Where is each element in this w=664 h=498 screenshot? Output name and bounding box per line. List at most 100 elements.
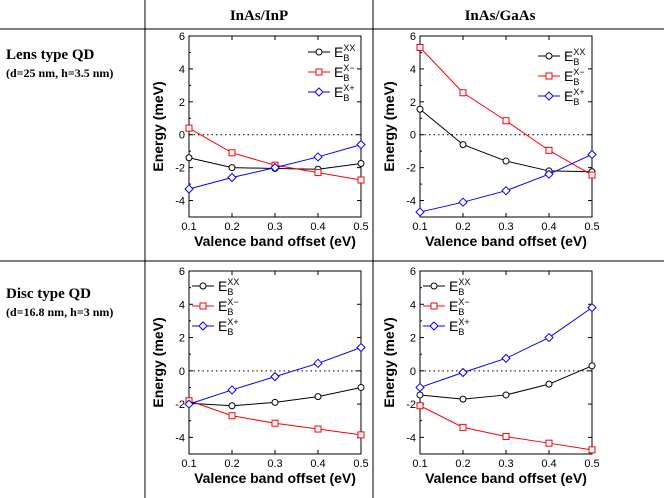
row-subtitle-disc: (d=16.8 nm, h=3 nm): [6, 305, 113, 319]
x-tick-label: 0.2: [224, 221, 239, 233]
series-line-xp: [419, 307, 593, 388]
data-point-xx: [416, 391, 424, 399]
x-tick-label: 0.4: [541, 458, 556, 470]
legend-marker-xp: [314, 87, 324, 97]
data-point-xm: [357, 431, 365, 439]
x-tick-label: 0.2: [224, 458, 239, 470]
y-tick-label: 6: [410, 266, 416, 278]
y-axis-label: Energy (meV): [150, 317, 166, 407]
data-point-xm: [228, 412, 236, 420]
data-point-xm: [185, 124, 193, 132]
data-point-xx: [416, 105, 424, 113]
x-tick-label: 0.1: [412, 458, 427, 470]
y-tick-label: -2: [406, 163, 416, 175]
x-tick-label: 0.3: [498, 458, 513, 470]
x-tick-label: 0.3: [498, 221, 513, 233]
legend-label-xm: EBX−: [334, 63, 355, 83]
x-tick-label: 0.4: [541, 221, 556, 233]
data-point-xx: [314, 393, 322, 401]
legend-label-xm: EBX−: [449, 297, 470, 317]
legend-marker-xx: [430, 282, 438, 290]
x-axis-label: Valence band offset (eV): [425, 470, 587, 486]
data-point-xm: [271, 419, 279, 427]
y-tick-label: -4: [175, 196, 185, 208]
legend-label-xp: EBX+: [334, 83, 355, 103]
y-axis-label: Energy (meV): [150, 81, 166, 171]
y-tick-label: -2: [175, 163, 185, 175]
x-tick-label: 0.3: [267, 221, 282, 233]
legend-label-xm: EBX−: [218, 297, 239, 317]
x-tick-label: 0.4: [310, 458, 325, 470]
y-tick-label: 2: [179, 333, 185, 345]
x-tick-label: 0.1: [181, 458, 196, 470]
legend-marker-xm: [315, 68, 323, 76]
legend-marker-xx: [199, 282, 207, 290]
y-tick-label: 4: [179, 299, 185, 311]
data-point-xp: [270, 162, 280, 173]
data-point-xm: [588, 446, 596, 454]
y-tick-label: -4: [406, 196, 416, 208]
y-tick-label: 0: [410, 130, 416, 142]
data-point-xp: [356, 139, 366, 150]
legend-label-xp: EBX+: [564, 87, 585, 107]
column-header-inasgaas: InAs/GaAs: [465, 8, 536, 24]
legend-marker-xp: [198, 321, 208, 331]
y-tick-label: 6: [179, 31, 185, 43]
data-point-xm: [502, 433, 510, 441]
legend-marker-xm: [199, 302, 207, 310]
x-axis-label: Valence band offset (eV): [194, 233, 356, 249]
data-point-xm: [314, 425, 322, 433]
y-tick-label: 2: [179, 97, 185, 109]
y-tick-label: 4: [410, 64, 416, 76]
row-subtitle-lens: (d=25 nm, h=3.5 nm): [6, 66, 113, 80]
row-title-disc: Disc type QD: [6, 286, 91, 302]
data-point-xp: [313, 152, 323, 162]
data-point-xm: [357, 176, 365, 184]
data-point-xx: [357, 383, 365, 391]
x-tick-label: 0.2: [455, 458, 470, 470]
series-line-xm: [419, 405, 593, 451]
x-tick-label: 0.4: [310, 221, 325, 233]
data-point-xx: [228, 164, 236, 172]
data-point-xx: [459, 395, 467, 403]
legend-label-xx: EBXX: [218, 277, 239, 297]
data-point-xx: [271, 398, 279, 406]
data-point-xp: [501, 185, 511, 196]
legend-label-xx: EBXX: [449, 277, 470, 297]
data-point-xp: [313, 358, 323, 369]
legend-marker-xp: [429, 321, 439, 331]
data-point-xm: [502, 117, 510, 125]
data-point-xx: [502, 157, 510, 165]
data-point-xm: [588, 171, 596, 179]
data-point-xx: [459, 141, 467, 149]
y-tick-label: -2: [175, 399, 185, 411]
x-tick-label: 0.5: [584, 221, 599, 233]
data-point-xx: [588, 362, 596, 370]
data-point-xx: [357, 160, 365, 168]
x-tick-label: 0.3: [267, 458, 282, 470]
y-tick-label: -4: [175, 432, 185, 444]
data-point-xm: [459, 423, 467, 431]
y-axis-label: Energy (meV): [381, 81, 397, 171]
data-point-xp: [458, 197, 468, 207]
y-tick-label: 0: [179, 366, 185, 378]
x-tick-label: 0.1: [181, 221, 196, 233]
data-point-xm: [545, 146, 553, 154]
y-tick-label: 2: [410, 333, 416, 345]
y-tick-label: 0: [410, 366, 416, 378]
x-tick-label: 0.1: [412, 221, 427, 233]
y-tick-label: -2: [406, 399, 416, 411]
legend-label-xx: EBXX: [564, 47, 585, 67]
y-axis-label: Energy (meV): [381, 317, 397, 407]
data-point-xp: [544, 169, 554, 179]
y-tick-label: 4: [179, 64, 185, 76]
data-point-xx: [502, 391, 510, 399]
data-point-xm: [314, 169, 322, 177]
y-tick-label: 2: [410, 97, 416, 109]
y-tick-label: 6: [410, 31, 416, 43]
legend-marker-xx: [545, 52, 553, 60]
data-point-xx: [228, 402, 236, 410]
